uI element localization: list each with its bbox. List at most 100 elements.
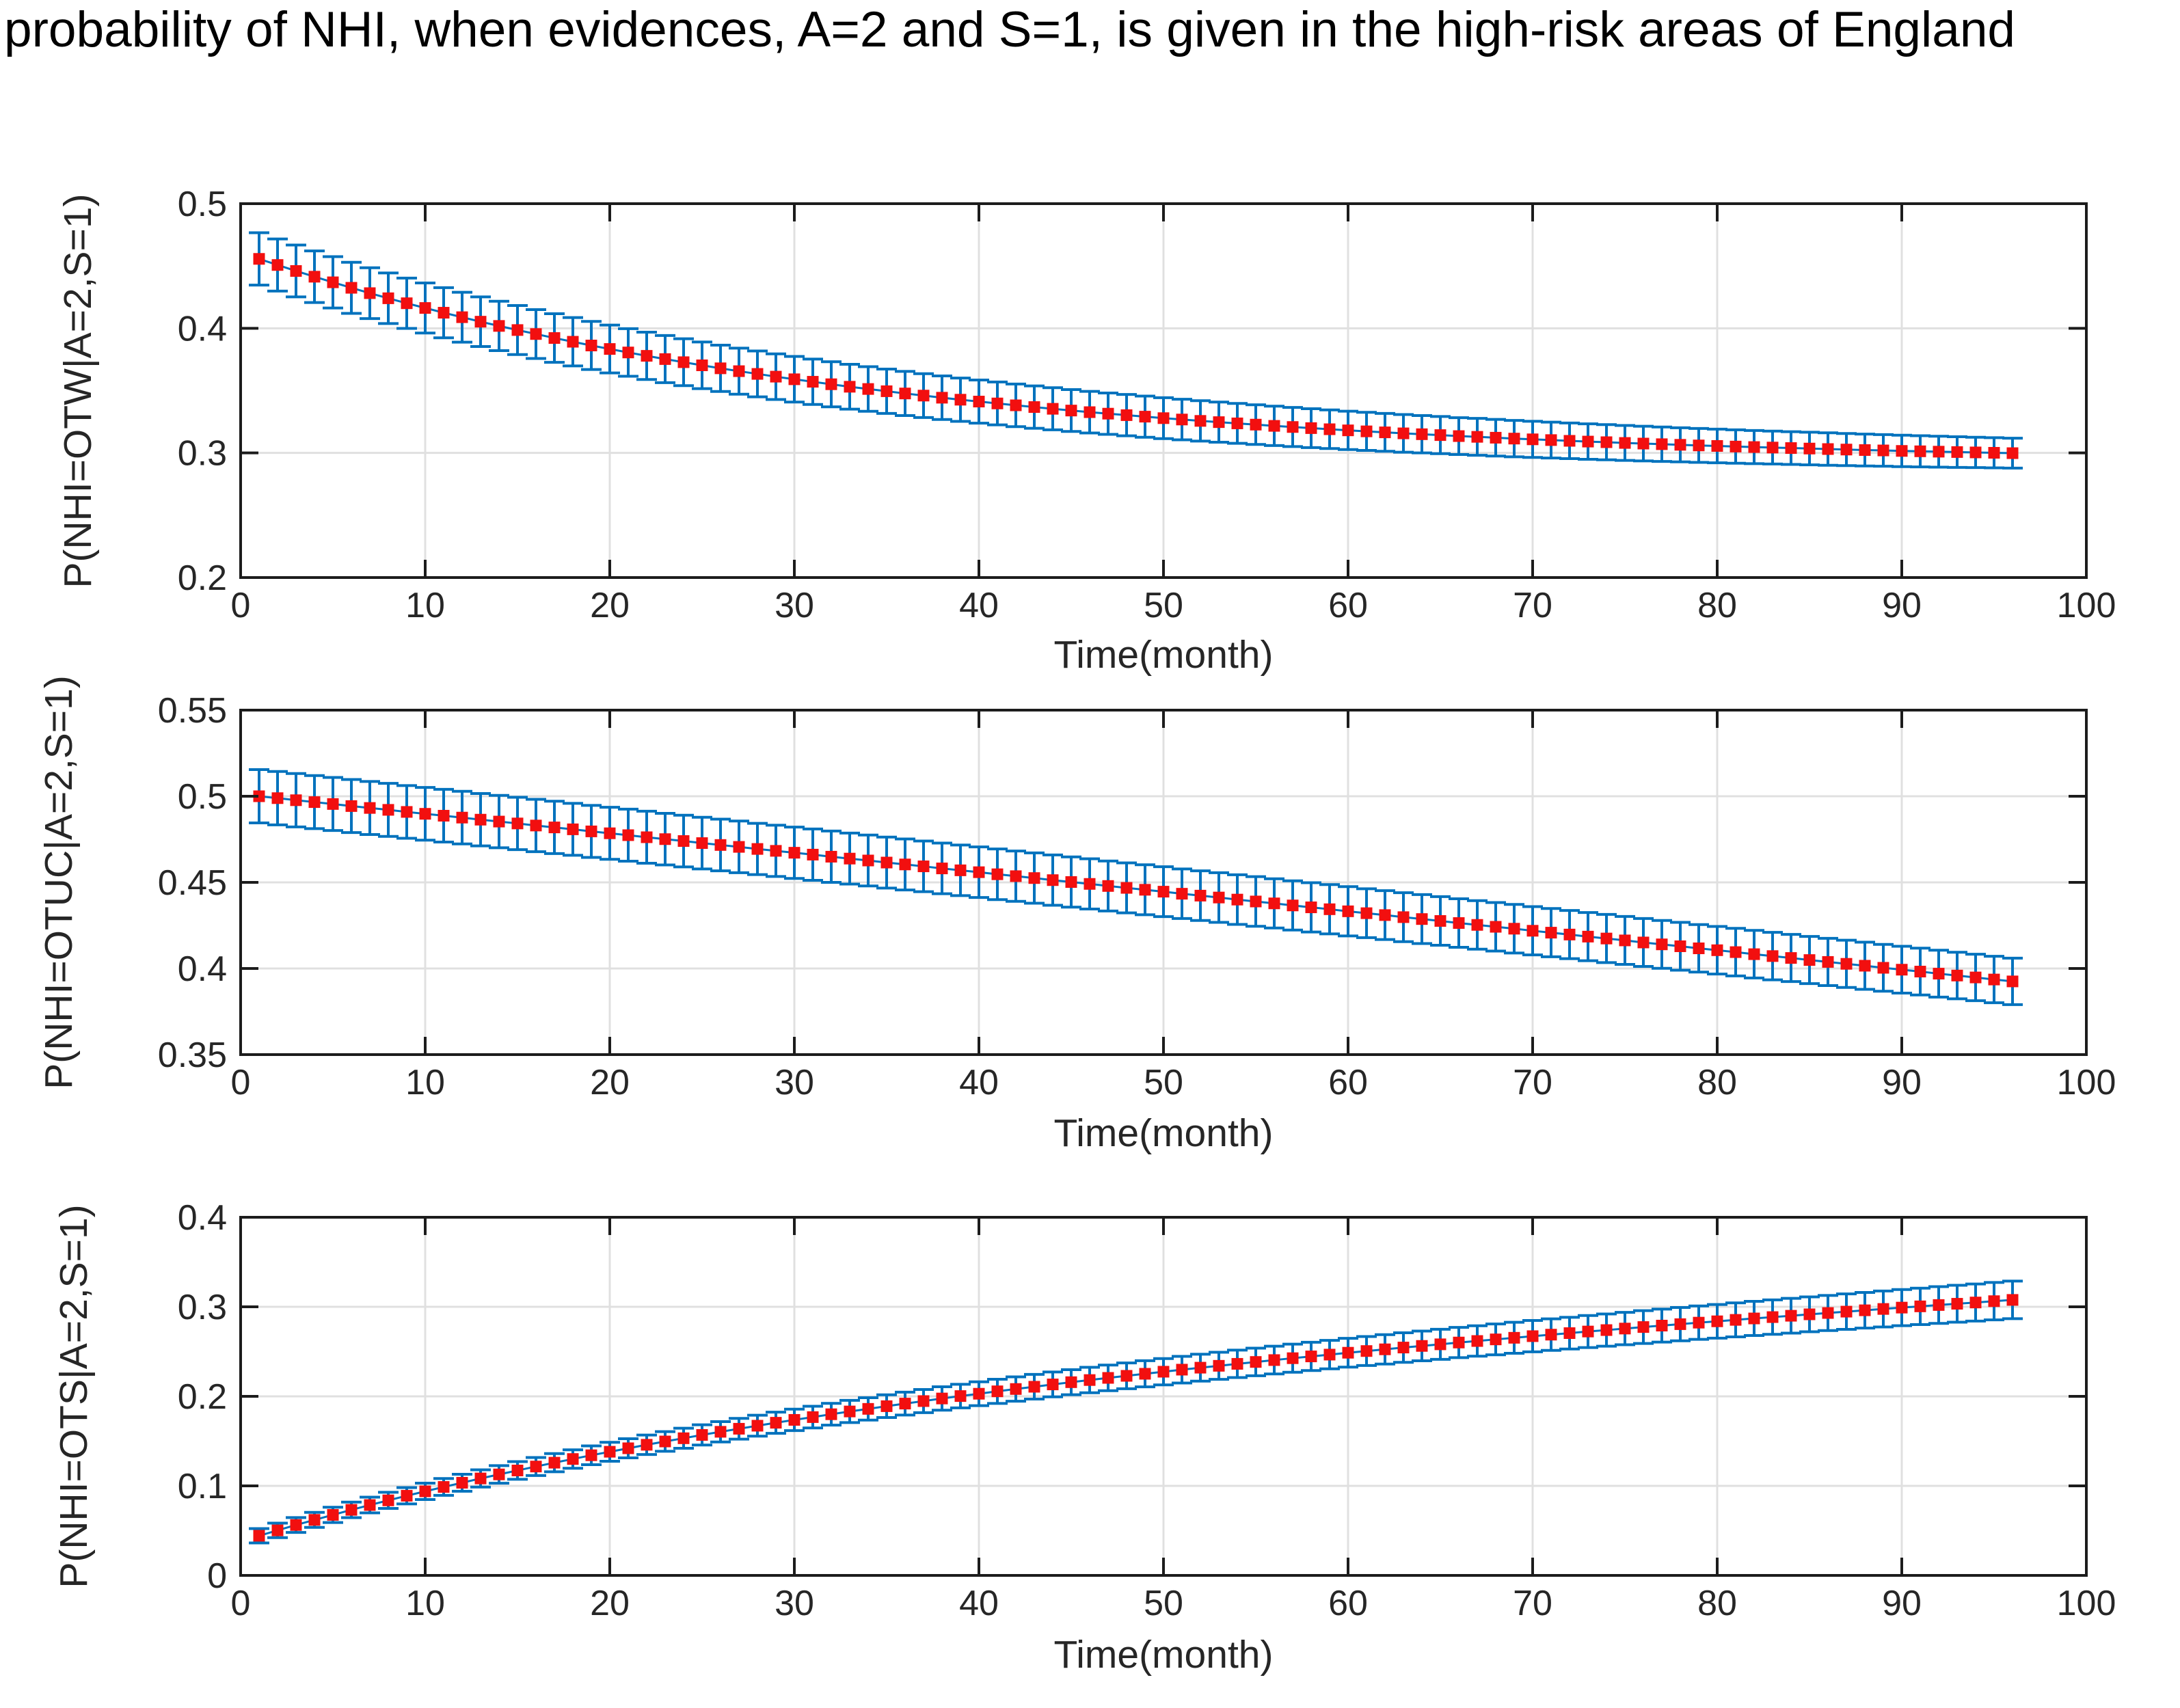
data-marker — [604, 1446, 616, 1458]
y-tick-label: 0.4 — [178, 1198, 227, 1238]
data-marker — [1508, 923, 1520, 935]
data-marker — [1822, 443, 1834, 455]
data-marker — [1194, 1361, 1207, 1374]
data-marker — [862, 383, 874, 395]
data-marker — [474, 813, 487, 826]
data-marker — [1545, 434, 1557, 446]
y-tick-label: 0 — [207, 1556, 227, 1596]
x-tick-label: 20 — [590, 1584, 630, 1623]
data-marker — [493, 320, 505, 332]
data-marker — [271, 259, 284, 271]
data-marker — [1028, 872, 1040, 884]
data-marker — [382, 804, 394, 816]
data-marker — [733, 1422, 745, 1435]
data-marker — [1619, 934, 1631, 947]
data-marker — [1822, 955, 1834, 968]
x-tick-label: 70 — [1513, 1584, 1552, 1623]
data-marker — [419, 302, 431, 314]
data-marker — [1194, 415, 1207, 427]
data-marker — [770, 1417, 782, 1429]
data-marker — [1545, 927, 1557, 939]
data-marker — [936, 392, 948, 404]
data-marker — [1102, 407, 1114, 420]
data-marker — [714, 362, 727, 375]
data-marker — [862, 854, 874, 867]
x-tick-label: 80 — [1697, 1584, 1737, 1623]
data-marker — [1287, 421, 1299, 433]
data-marker — [1656, 438, 1668, 450]
data-marker — [1047, 403, 1059, 415]
data-marker — [770, 845, 782, 857]
data-marker — [807, 376, 819, 388]
data-marker — [1231, 893, 1243, 906]
data-marker — [733, 841, 745, 853]
y-tick-label: 0.4 — [178, 949, 227, 989]
data-marker — [419, 808, 431, 820]
data-marker — [585, 825, 597, 837]
data-marker — [751, 843, 764, 855]
data-marker — [290, 265, 302, 277]
data-marker — [1453, 430, 1465, 442]
series-line — [258, 258, 2013, 455]
data-marker — [1065, 1376, 1077, 1388]
data-marker — [899, 388, 911, 400]
data-marker — [1342, 424, 1354, 437]
data-marker — [1176, 414, 1188, 426]
data-marker — [1637, 936, 1650, 949]
data-marker — [1674, 1318, 1686, 1330]
data-marker — [1563, 435, 1576, 447]
data-marker — [1766, 1311, 1779, 1323]
data-marker — [1803, 442, 1816, 455]
data-marker — [1028, 1381, 1040, 1393]
data-marker — [807, 848, 819, 860]
data-marker — [1619, 1323, 1631, 1335]
data-marker — [659, 353, 671, 365]
data-marker — [1213, 416, 1225, 429]
data-marker — [1969, 971, 1982, 984]
data-marker — [548, 822, 561, 834]
plot-frame — [239, 202, 2088, 579]
data-marker — [677, 1432, 690, 1444]
x-tick-label: 60 — [1328, 1063, 1368, 1102]
data-marker — [659, 833, 671, 845]
data-marker — [1231, 1357, 1243, 1370]
data-marker — [844, 1405, 856, 1418]
data-marker — [622, 829, 634, 841]
y-tick-label: 0.2 — [178, 558, 227, 598]
data-marker — [1268, 897, 1280, 910]
data-marker — [1877, 1303, 1889, 1315]
data-marker — [401, 297, 413, 310]
data-marker — [1508, 433, 1520, 445]
data-marker — [2006, 1294, 2019, 1306]
y-tick-label: 0.55 — [158, 691, 227, 731]
data-marker — [1323, 903, 1336, 915]
data-marker — [382, 292, 394, 304]
data-marker — [327, 276, 339, 288]
data-marker — [1896, 964, 1908, 976]
data-marker — [567, 336, 579, 348]
data-marker — [364, 1499, 376, 1511]
x-tick-label: 100 — [2057, 1584, 2116, 1623]
data-marker — [1047, 874, 1059, 886]
data-marker — [271, 792, 284, 804]
data-marker — [1010, 399, 1022, 411]
y-tick-label: 0.5 — [178, 185, 227, 224]
data-marker — [456, 1476, 468, 1489]
x-tick-label: 10 — [405, 1063, 445, 1102]
y-tick-label: 0.2 — [178, 1377, 227, 1417]
data-marker — [290, 794, 302, 806]
data-marker — [474, 316, 487, 328]
data-marker — [1379, 426, 1391, 439]
x-tick-label: 100 — [2057, 1063, 2116, 1102]
data-marker — [493, 1468, 505, 1480]
data-marker — [1305, 902, 1317, 914]
data-marker — [973, 866, 985, 878]
data-marker — [1250, 1356, 1262, 1368]
data-marker — [530, 1461, 542, 1473]
data-marker — [1305, 422, 1317, 434]
data-marker — [1951, 446, 1963, 458]
data-marker — [456, 811, 468, 824]
x-tick-label: 90 — [1882, 586, 1922, 625]
data-marker — [1951, 1298, 1963, 1310]
data-marker — [1157, 1366, 1170, 1378]
